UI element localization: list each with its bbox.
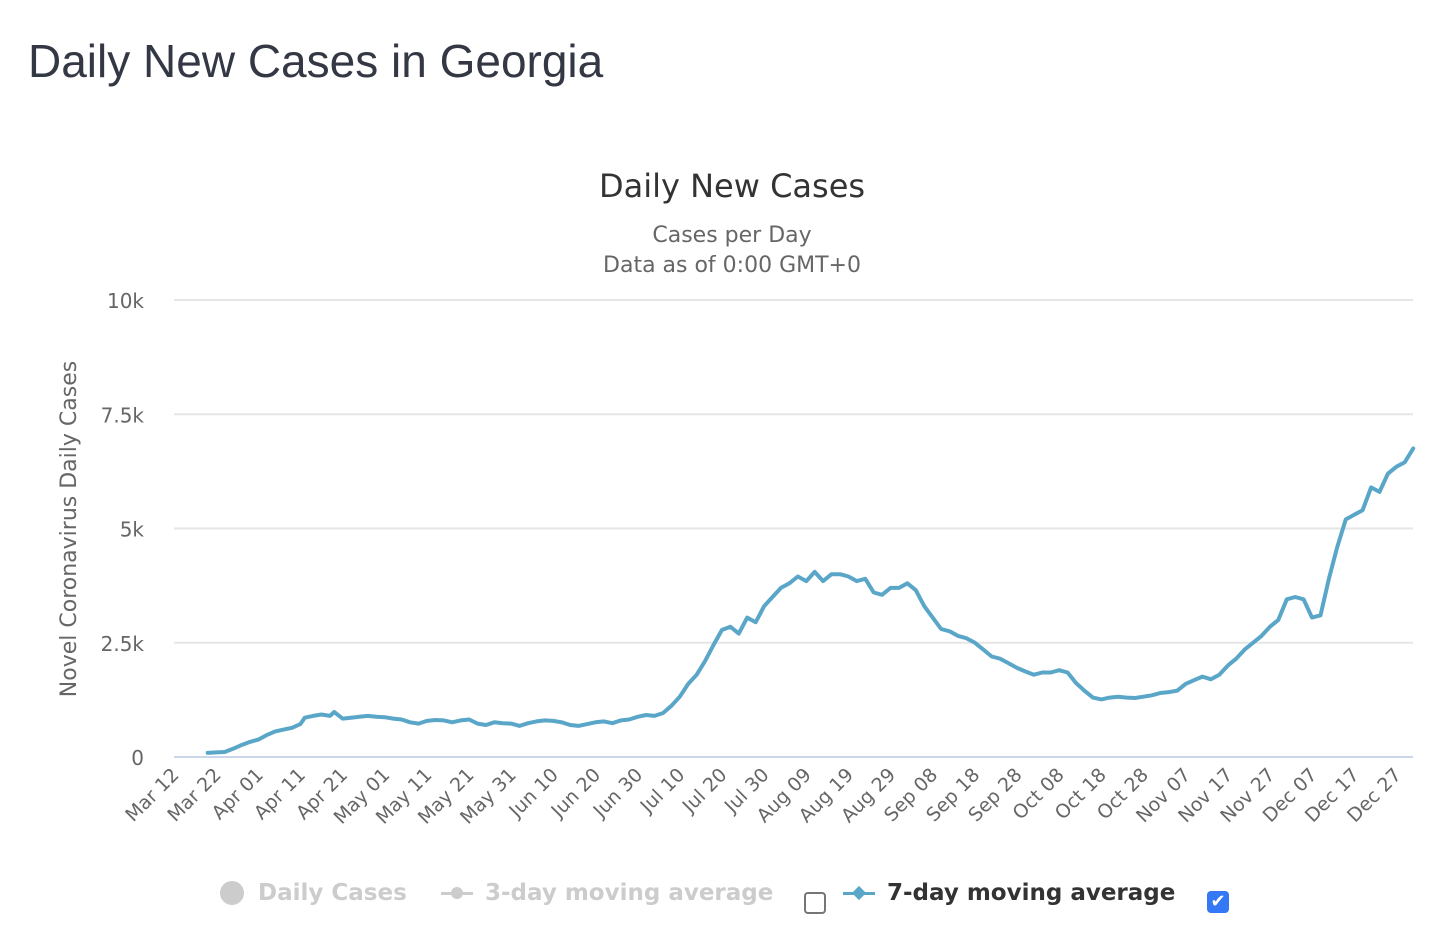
y-axis-ticks: 0 2.5k 5k 7.5k 10k (101, 289, 145, 770)
grid-lines (174, 299, 1413, 644)
y-tick-label: 2.5k (101, 632, 145, 656)
legend-item-daily-cases[interactable]: Daily Cases (220, 880, 407, 906)
legend-item-7day-average[interactable]: 7-day moving average (843, 880, 1175, 906)
line-circle-marker-icon (441, 886, 473, 899)
series-line-7day[interactable] (205, 446, 1416, 755)
x-tick-label: Jul 20 (678, 764, 732, 818)
checkbox-7day-average[interactable]: ✔ (1207, 891, 1229, 913)
x-tick-label: Jul 10 (635, 764, 689, 818)
chart-title: Daily New Cases (599, 167, 865, 205)
chart-subtitle: Cases per Day (652, 223, 811, 248)
chart-subtitle-2: Data as of 0:00 GMT+0 (603, 253, 861, 278)
y-tick-label: 0 (131, 746, 144, 770)
chart: Daily New Cases Cases per Day Data as of… (57, 167, 1416, 829)
legend-label: 3-day moving average (485, 880, 774, 906)
y-axis-title: Novel Coronavirus Daily Cases (57, 361, 82, 697)
legend: Daily Cases 3-day moving average 7-day m… (0, 880, 1432, 920)
y-tick-label: 7.5k (101, 403, 145, 427)
checkbox-3day-average[interactable] (804, 892, 826, 914)
legend-label: Daily Cases (258, 880, 407, 906)
circle-marker-icon (220, 881, 244, 905)
line-diamond-marker-icon (843, 891, 875, 895)
page-title: Daily New Cases in Georgia (28, 35, 604, 87)
legend-label: 7-day moving average (887, 880, 1176, 906)
legend-item-3day-average[interactable]: 3-day moving average (441, 880, 773, 906)
y-tick-label: 5k (120, 518, 145, 542)
y-tick-label: 10k (107, 289, 144, 313)
